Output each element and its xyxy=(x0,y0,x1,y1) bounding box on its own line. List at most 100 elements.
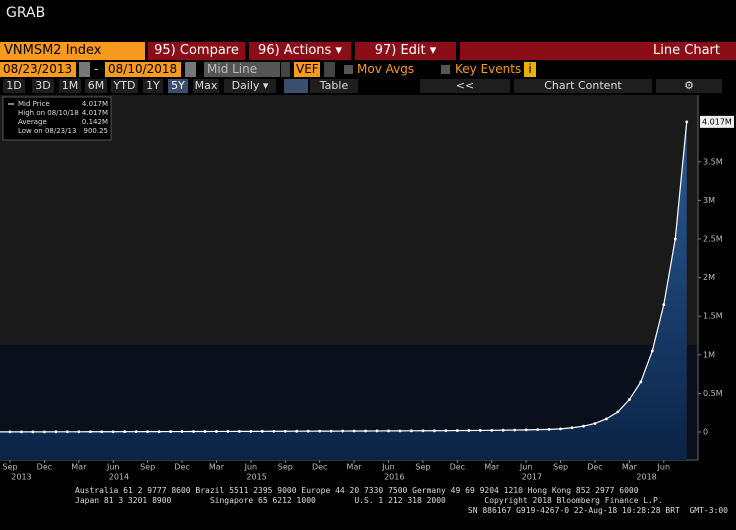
x-tick-label: Dec xyxy=(450,463,465,472)
point xyxy=(318,429,322,433)
y-tick-label: 3M xyxy=(703,196,715,205)
point xyxy=(329,429,333,433)
point xyxy=(364,429,367,433)
point xyxy=(123,430,127,434)
line-style[interactable]: Mid Line xyxy=(204,62,280,77)
x-year-label: 2016 xyxy=(384,473,404,482)
x-tick-label: Mar xyxy=(71,463,87,472)
plot-background xyxy=(0,95,698,345)
x-year-label: 2015 xyxy=(246,473,266,482)
x-tick-label: Mar xyxy=(347,463,363,472)
period-button[interactable]: 1D xyxy=(3,79,25,93)
point xyxy=(662,303,666,306)
footer-contacts: Japan 81 3 3201 8900 Singapore 65 6212 1… xyxy=(75,496,663,505)
point xyxy=(88,430,92,434)
point xyxy=(295,429,299,433)
point xyxy=(513,428,517,432)
point xyxy=(398,429,402,433)
period-button[interactable]: 5Y xyxy=(168,79,188,93)
point xyxy=(226,430,230,433)
point xyxy=(444,429,448,433)
legend-value: 0.142M xyxy=(82,118,108,126)
calendar-icon[interactable] xyxy=(79,62,90,77)
mov-avgs[interactable]: Mov Avgs xyxy=(357,62,415,76)
period-button[interactable]: Max xyxy=(193,79,219,93)
period-button[interactable]: 3D xyxy=(32,79,54,93)
point xyxy=(20,430,23,434)
last-value-flag xyxy=(700,115,734,128)
dropdown-arrow[interactable] xyxy=(324,62,335,77)
chart-content[interactable]: Chart Content xyxy=(514,79,652,93)
period-button[interactable]: 6M xyxy=(85,79,107,93)
x-year-label: 2013 xyxy=(11,473,31,482)
point xyxy=(306,429,310,433)
point xyxy=(673,237,677,241)
point xyxy=(215,430,218,433)
dropdown-arrow[interactable] xyxy=(281,62,290,77)
y-tick-label: 2M xyxy=(703,273,715,282)
footer-session: SN 886167 G919-4267-0 22-Aug-18 10:28:28… xyxy=(467,506,728,515)
start-date[interactable]: 08/23/2013 xyxy=(0,62,76,77)
point xyxy=(134,430,138,434)
point xyxy=(272,429,276,433)
point xyxy=(421,429,425,433)
point xyxy=(501,428,505,432)
end-date[interactable]: 08/10/2018 xyxy=(105,62,181,77)
security-field[interactable]: VNMSM2 Index xyxy=(0,42,145,60)
period-button[interactable]: 1M xyxy=(59,79,81,93)
y-tick-label: 2.5M xyxy=(703,234,723,243)
point xyxy=(582,424,585,428)
x-tick-label: Sep xyxy=(278,463,293,472)
point xyxy=(685,120,689,124)
point xyxy=(352,429,356,433)
chart-type[interactable]: Line Chart xyxy=(460,42,736,60)
y-tick-label: 1.5M xyxy=(703,312,723,321)
last-value-label: 4.017M xyxy=(702,117,732,126)
info-icon[interactable]: i xyxy=(524,62,536,77)
point xyxy=(432,429,436,433)
point xyxy=(180,430,184,433)
table-button[interactable]: Table xyxy=(310,79,358,93)
collapse-button[interactable]: << xyxy=(420,79,510,93)
currency[interactable]: VEF xyxy=(294,62,320,77)
point xyxy=(54,430,58,434)
legend-label: Mid Price xyxy=(18,100,50,108)
settings-button[interactable]: ⚙ xyxy=(656,79,722,93)
x-tick-label: Dec xyxy=(587,463,602,472)
key-events[interactable]: Key Events xyxy=(455,62,522,76)
legend-value: 900.25 xyxy=(84,127,109,135)
x-tick-label: Jun xyxy=(381,463,395,472)
checkbox[interactable] xyxy=(344,65,353,74)
point xyxy=(8,430,12,434)
compare-button[interactable]: 95) Compare xyxy=(148,42,245,60)
point xyxy=(203,430,207,433)
point xyxy=(605,417,608,421)
point xyxy=(65,430,69,434)
point xyxy=(570,426,574,430)
legend-label: Low on 08/23/13 xyxy=(18,127,76,135)
x-tick-label: Mar xyxy=(209,463,225,472)
point xyxy=(43,430,46,434)
point xyxy=(157,430,161,434)
point xyxy=(169,430,172,433)
x-tick-label: Dec xyxy=(312,463,327,472)
y-tick-label: 1M xyxy=(703,350,715,359)
period-button[interactable]: 1Y xyxy=(143,79,163,93)
x-tick-label: Dec xyxy=(174,463,189,472)
point xyxy=(616,410,620,414)
calendar-icon[interactable] xyxy=(185,62,196,77)
frequency[interactable]: Daily ▾ xyxy=(224,79,276,93)
period-button[interactable]: YTD xyxy=(111,79,138,93)
edit-button[interactable]: 97) Edit ▾ xyxy=(355,42,456,60)
point xyxy=(238,429,241,433)
actions-button[interactable]: 96) Actions ▾ xyxy=(249,42,351,60)
point xyxy=(283,429,287,433)
checkbox[interactable] xyxy=(441,65,450,74)
x-tick-label: Jun xyxy=(657,463,671,472)
point xyxy=(490,428,494,432)
chart-icon[interactable] xyxy=(284,79,308,93)
x-year-label: 2018 xyxy=(636,473,656,482)
point xyxy=(559,427,562,431)
